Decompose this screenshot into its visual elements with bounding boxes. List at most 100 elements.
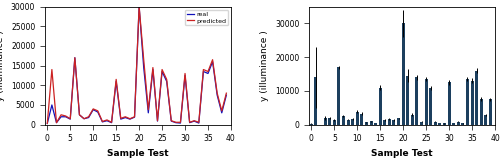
predicted <box>191 120 197 122</box>
real <box>224 94 230 96</box>
predicted <box>44 123 51 124</box>
predicted <box>200 69 206 71</box>
real <box>68 118 73 120</box>
predicted <box>72 57 78 59</box>
predicted <box>76 114 82 116</box>
real <box>58 116 64 118</box>
real <box>214 94 220 96</box>
real <box>196 122 202 124</box>
predicted <box>150 67 156 69</box>
X-axis label: Sample Test: Sample Test <box>107 149 169 158</box>
predicted <box>186 121 192 123</box>
Bar <box>480 99 482 125</box>
Bar <box>365 122 368 125</box>
Bar <box>402 23 404 125</box>
predicted <box>164 78 170 80</box>
real <box>81 118 87 120</box>
predicted <box>54 122 60 124</box>
Bar <box>342 116 345 125</box>
Bar <box>411 114 414 125</box>
predicted <box>113 78 119 80</box>
predicted <box>86 116 91 118</box>
Bar <box>388 119 391 125</box>
predicted <box>182 72 188 74</box>
real <box>49 104 55 106</box>
real <box>173 122 179 124</box>
real <box>150 69 156 71</box>
Bar <box>406 76 410 125</box>
Bar <box>360 114 364 125</box>
real <box>186 122 192 124</box>
Line: predicted: predicted <box>48 7 226 123</box>
predicted <box>95 110 101 112</box>
Bar <box>338 67 340 125</box>
real <box>210 61 216 63</box>
real <box>178 122 184 124</box>
Bar <box>319 125 322 136</box>
Bar <box>328 118 331 125</box>
predicted <box>219 110 225 112</box>
Bar <box>346 120 350 125</box>
real <box>95 111 101 113</box>
predicted <box>49 69 55 71</box>
predicted <box>210 59 216 61</box>
Bar <box>434 122 437 125</box>
Bar <box>475 71 478 125</box>
predicted <box>196 121 202 123</box>
real <box>168 120 174 122</box>
Bar <box>333 120 336 125</box>
real <box>159 71 165 72</box>
predicted <box>205 71 211 72</box>
real <box>164 80 170 82</box>
real <box>108 122 114 124</box>
Y-axis label: y (illuminance ): y (illuminance ) <box>260 30 270 101</box>
real <box>182 74 188 76</box>
Bar <box>420 122 423 125</box>
Bar <box>356 112 359 125</box>
real <box>205 72 211 74</box>
predicted <box>136 6 142 8</box>
predicted <box>173 121 179 123</box>
Bar <box>310 124 313 125</box>
Bar <box>370 121 372 125</box>
real <box>113 80 119 82</box>
predicted <box>146 109 152 111</box>
predicted <box>108 121 114 123</box>
predicted <box>140 59 146 61</box>
predicted <box>68 118 73 120</box>
Bar <box>351 119 354 125</box>
Bar <box>378 88 382 125</box>
Bar <box>489 99 492 125</box>
predicted <box>132 116 138 118</box>
Bar <box>424 79 428 125</box>
predicted <box>122 116 128 118</box>
predicted <box>90 108 96 110</box>
predicted <box>118 117 124 119</box>
real <box>146 112 152 114</box>
predicted <box>104 119 110 121</box>
Bar <box>397 118 400 125</box>
predicted <box>100 121 105 123</box>
predicted <box>154 120 160 122</box>
real <box>191 120 197 122</box>
Bar <box>457 122 460 125</box>
real <box>86 117 91 119</box>
Bar <box>374 123 377 125</box>
real <box>54 122 60 124</box>
predicted <box>127 118 133 120</box>
X-axis label: Sample Test: Sample Test <box>371 149 433 158</box>
Bar <box>462 123 464 125</box>
real <box>140 67 146 69</box>
real <box>104 120 110 122</box>
predicted <box>81 118 87 120</box>
Bar <box>443 123 446 125</box>
Line: real: real <box>48 7 226 123</box>
real <box>136 6 142 8</box>
Bar <box>470 81 474 125</box>
Bar <box>448 82 450 125</box>
real <box>100 121 105 123</box>
Y-axis label: y (illuminance ): y (illuminance ) <box>0 30 6 101</box>
Bar <box>429 88 432 125</box>
Bar <box>416 77 418 125</box>
real <box>76 114 82 116</box>
